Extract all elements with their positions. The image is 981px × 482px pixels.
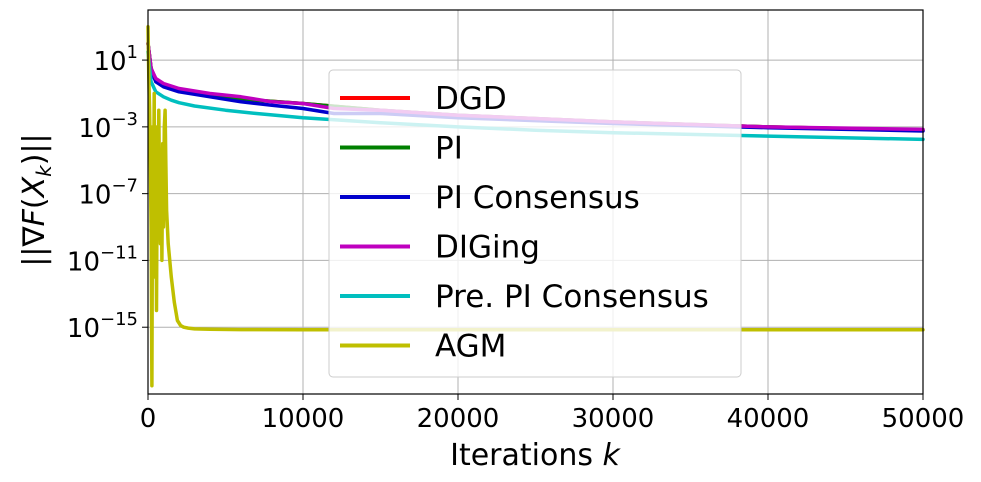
legend-box bbox=[328, 69, 742, 378]
y-tick-label: 10−3 bbox=[78, 109, 138, 144]
y-tick-label: 101 bbox=[93, 42, 138, 77]
series-line-agm bbox=[146, 24, 925, 388]
legend-label: PI Consensus bbox=[435, 180, 640, 216]
legend-item: PI bbox=[340, 131, 463, 167]
x-axis-ticks: 0 10000 20000 30000 40000 50000 bbox=[140, 394, 965, 434]
legend-item: Pre. PI Consensus bbox=[340, 279, 709, 315]
x-tick-label: 0 bbox=[140, 404, 157, 434]
x-tick-label: 50000 bbox=[882, 404, 965, 434]
x-tick-label: 30000 bbox=[572, 404, 655, 434]
x-tick-label: 10000 bbox=[262, 404, 345, 434]
legend-label: DIGing bbox=[435, 230, 540, 266]
x-tick-label: 40000 bbox=[727, 404, 810, 434]
legend-item: PI Consensus bbox=[340, 180, 640, 216]
y-tick-label: 10−7 bbox=[78, 176, 138, 211]
legend-label: PI bbox=[435, 131, 463, 167]
y-axis-ticks: 101 10−3 10−7 10−11 10−15 bbox=[67, 42, 148, 344]
legend-label: DGD bbox=[435, 81, 507, 117]
legend-label: AGM bbox=[435, 329, 506, 365]
plot-frame bbox=[147, 9, 924, 395]
legend-item: DGD bbox=[340, 81, 507, 117]
y-tick-label: 10−11 bbox=[67, 242, 138, 277]
legend-item: DIGing bbox=[340, 230, 540, 266]
x-axis-label: Iterations k bbox=[450, 438, 621, 473]
y-axis-label: ||∇F(Xk)|| bbox=[17, 133, 56, 266]
legend-item: AGM bbox=[340, 329, 506, 365]
legend: DGD PI PI Consensus DIGing Pre. PI Consensus… bbox=[328, 69, 742, 378]
legend-label: Pre. PI Consensus bbox=[435, 279, 709, 315]
x-tick-label: 20000 bbox=[417, 404, 500, 434]
y-tick-label: 10−15 bbox=[67, 309, 138, 344]
